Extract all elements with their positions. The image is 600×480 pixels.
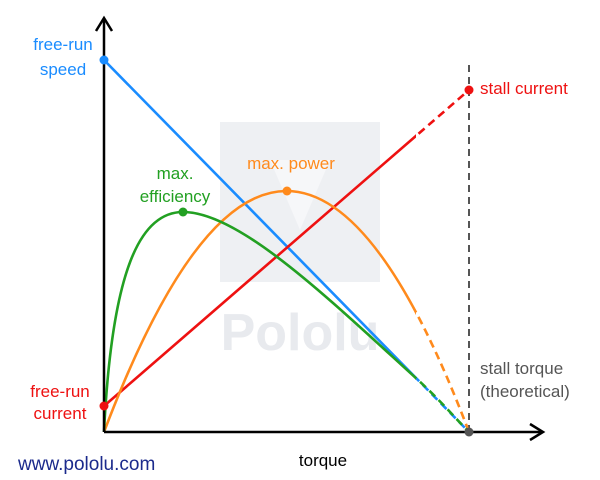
watermark-text: Pololu bbox=[221, 304, 380, 362]
points bbox=[99, 55, 474, 437]
label: free-run bbox=[30, 382, 90, 401]
label: free-run bbox=[33, 35, 93, 54]
curves-solid bbox=[103, 59, 416, 433]
x-axis-label: torque bbox=[299, 451, 347, 470]
label: stall current bbox=[480, 79, 568, 98]
label: efficiency bbox=[140, 187, 211, 206]
footer: www.pololu.com bbox=[17, 454, 155, 475]
label: max. power bbox=[247, 154, 335, 173]
label: stall torque bbox=[480, 359, 563, 378]
label: speed bbox=[40, 60, 86, 79]
label: max. bbox=[157, 164, 194, 183]
label: (theoretical) bbox=[480, 382, 570, 401]
label: current bbox=[34, 404, 87, 423]
